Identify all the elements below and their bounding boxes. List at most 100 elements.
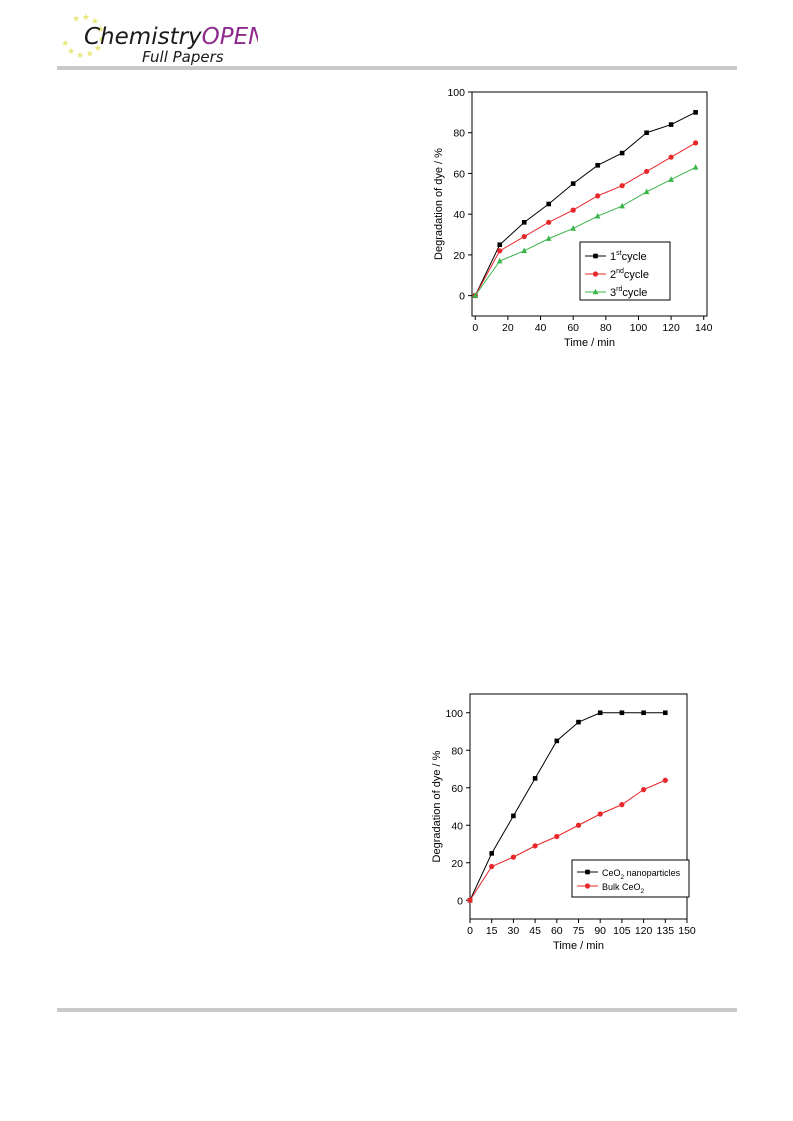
- legend-label: 3rdcycle: [610, 286, 647, 299]
- data-point: [570, 181, 576, 186]
- data-point: [521, 220, 527, 225]
- star-ring-icon: ★★★★ ★ ★★★★★: [61, 12, 106, 60]
- star-icon: ★: [97, 24, 105, 34]
- series-1: [472, 110, 698, 298]
- data-point: [644, 168, 650, 175]
- data-point: [532, 776, 538, 781]
- x-axis-title: Time / min: [564, 337, 615, 349]
- x-tick-label: 80: [600, 322, 612, 334]
- chart-cycle-degradation: 0 20 40 60 80 100 120 140 0 20 40 60 80 100 Time / min…: [433, 87, 713, 349]
- data-point: [554, 738, 560, 744]
- data-point: [597, 710, 603, 716]
- data-point: [497, 248, 503, 254]
- legend-marker: [585, 869, 590, 875]
- data-point: [489, 863, 495, 870]
- data-point: [693, 110, 698, 115]
- y-tick-label: 0: [459, 291, 465, 303]
- legend-label: 2ndcycle: [610, 268, 649, 281]
- logo-chemistry: Chemistry: [84, 24, 202, 50]
- data-point: [496, 257, 503, 264]
- star-icon: ★: [61, 38, 69, 48]
- data-point: [532, 843, 538, 849]
- data-point: [619, 183, 625, 189]
- y-axis-title: Degradation of dye / %: [431, 750, 443, 862]
- series-3: [472, 164, 699, 298]
- svg-text:ChemistryOPEN: ChemistryOPEN: [84, 24, 258, 50]
- x-tick-label: 40: [535, 322, 547, 334]
- y-tick-label: 80: [453, 128, 465, 140]
- legend-marker: [592, 271, 599, 277]
- data-point: [595, 193, 601, 199]
- journal-logo: ★★★★★★★★★★ ChemistryOPEN Full Papers: [61, 12, 258, 66]
- data-point: [510, 854, 516, 860]
- series-line: [474, 142, 696, 296]
- data-point: [619, 710, 625, 716]
- footer-divider: [57, 1008, 737, 1012]
- x-tick-label: 0: [472, 322, 478, 334]
- star-icon: ★: [82, 12, 90, 22]
- star-icon: ★: [86, 49, 94, 59]
- x-tick-label: 45: [529, 925, 541, 937]
- y-tick-label: 80: [451, 745, 463, 757]
- x-tick-label: 15: [486, 925, 498, 937]
- data-point: [662, 777, 668, 783]
- data-point: [668, 176, 674, 182]
- logo-open: OPEN: [202, 24, 258, 50]
- header-divider: [57, 66, 737, 70]
- legend-label: CeO2 nanoparticles: [602, 868, 681, 881]
- x-tick-label: 20: [502, 322, 514, 334]
- y-tick-label: 40: [451, 820, 463, 832]
- data-point: [554, 833, 560, 840]
- data-point: [663, 710, 668, 716]
- chart-nano-vs-bulk: 0 15 30 45 60 75 90 105 120 135 150 0 20 40 60 80 100 Tim…: [431, 693, 696, 952]
- series-2: [467, 777, 668, 903]
- star-icon: ★: [76, 50, 84, 60]
- x-tick-label: 60: [551, 925, 563, 937]
- data-point: [546, 201, 552, 207]
- logo-section: Full Papers: [142, 48, 224, 66]
- data-point: [489, 851, 494, 856]
- star-icon: ★: [67, 46, 75, 56]
- y-tick-label: 60: [453, 168, 465, 180]
- data-point: [576, 719, 581, 725]
- x-axis-title: Time / min: [553, 940, 604, 952]
- data-point: [643, 188, 650, 195]
- data-point: [619, 802, 625, 808]
- legend-marker: [584, 883, 591, 889]
- data-point: [668, 154, 674, 160]
- y-tick-label: 20: [453, 250, 465, 262]
- legend: 1stcycle 2ndcycle 3rdcycle: [579, 241, 671, 301]
- y-axis-title: Degradation of dye / %: [433, 148, 445, 260]
- series-2: [472, 140, 699, 299]
- data-point: [472, 292, 479, 298]
- data-point: [575, 822, 582, 828]
- data-point: [545, 235, 552, 241]
- plot-frame: [471, 91, 708, 317]
- legend-box: [571, 859, 690, 898]
- series-line: [469, 779, 666, 901]
- series-line: [474, 166, 696, 296]
- data-point: [668, 122, 674, 127]
- data-point: [641, 710, 646, 716]
- data-point: [594, 212, 601, 219]
- y-tick-label: 20: [451, 858, 463, 870]
- data-point: [619, 202, 625, 209]
- data-point: [521, 233, 527, 240]
- y-tick-label: 100: [445, 708, 463, 720]
- star-icon: ★: [94, 43, 102, 53]
- series-line: [474, 111, 696, 296]
- x-tick-label: 140: [695, 322, 713, 334]
- data-point: [692, 140, 699, 146]
- x-tick-label: 135: [657, 925, 675, 937]
- data-point: [641, 787, 647, 793]
- star-icon: ★: [72, 13, 80, 23]
- x-tick-label: 0: [467, 925, 473, 937]
- x-tick-label: 60: [567, 322, 579, 334]
- data-point: [619, 150, 625, 156]
- x-tick-label: 105: [613, 925, 631, 937]
- x-tick-label: 150: [678, 925, 696, 937]
- x-tick-label: 30: [508, 925, 520, 937]
- data-point: [570, 207, 576, 213]
- series-line: [469, 712, 666, 901]
